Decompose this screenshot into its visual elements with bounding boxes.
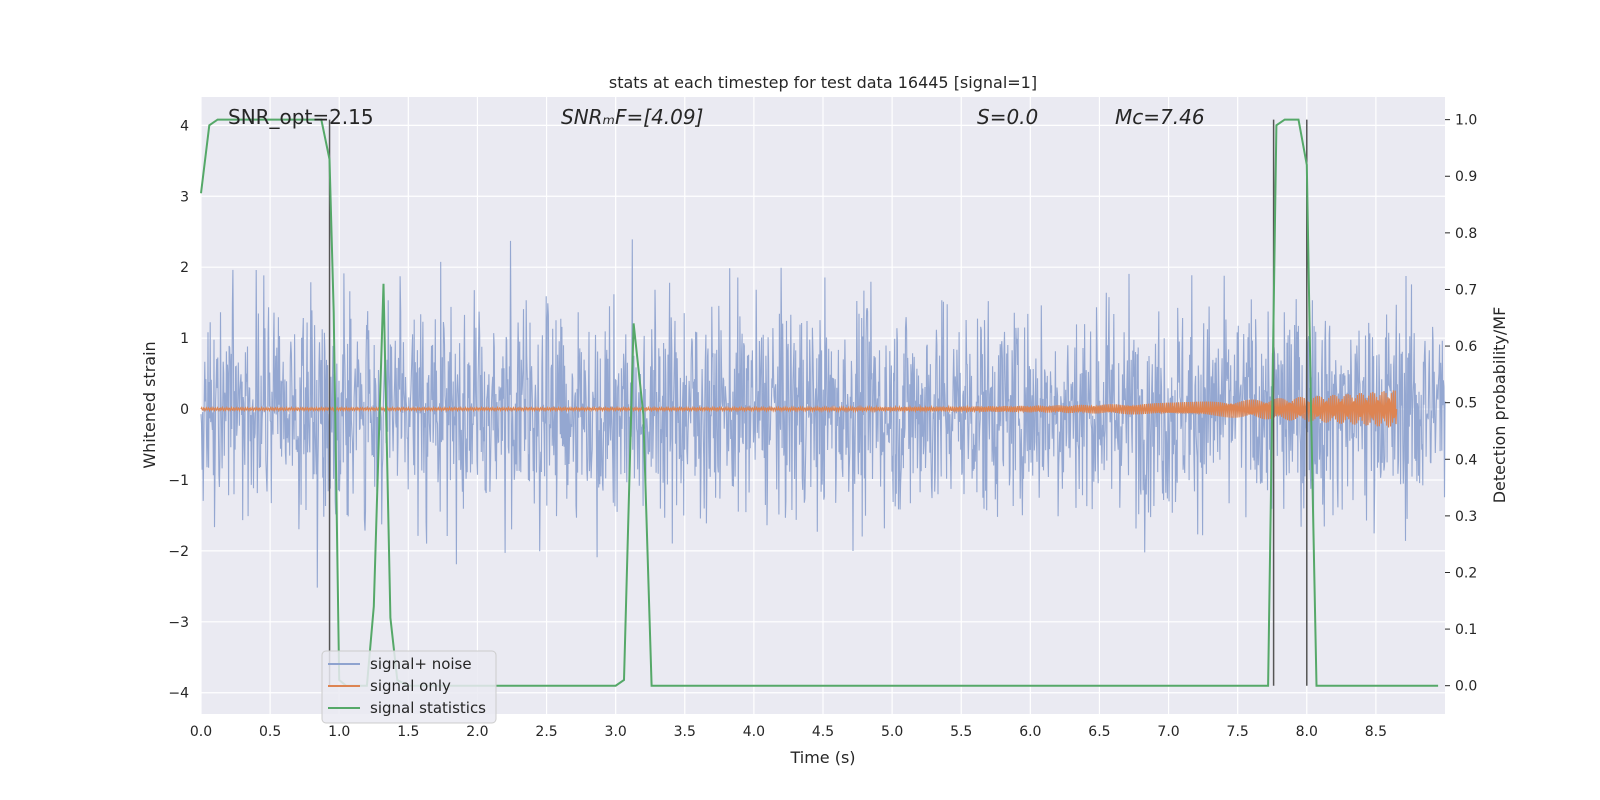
x-tick-label: 8.5: [1365, 724, 1387, 740]
noise-series: [200, 239, 1446, 588]
y-right-tick-label: 0.5: [1455, 396, 1477, 412]
y-right-tick-label: 0.6: [1455, 339, 1477, 355]
y-right-tick-label: 0.2: [1455, 565, 1477, 581]
y-right-tick-label: 0.7: [1455, 282, 1477, 298]
x-tick-label: 7.5: [1227, 724, 1249, 740]
y-tick-label: 1: [180, 331, 189, 347]
y-tick-label: −4: [168, 686, 189, 702]
x-tick-label: 7.0: [1157, 724, 1179, 740]
legend-label-noise: signal+ noise: [370, 655, 472, 673]
x-tick-label: 6.5: [1088, 724, 1110, 740]
x-tick-label: 0.0: [190, 724, 212, 740]
x-tick-label: 3.0: [605, 724, 627, 740]
y-tick-label: −3: [168, 615, 189, 631]
signal-series: [200, 390, 1398, 428]
chart-title: stats at each timestep for test data 164…: [609, 73, 1037, 92]
y-right-tick-label: 0.0: [1455, 679, 1477, 695]
y-right-axis-label: Detection probability/MF: [1490, 307, 1509, 504]
y-right-tick-label: 0.9: [1455, 169, 1477, 185]
annotation-s: S=0.0: [977, 105, 1038, 129]
x-tick-label: 5.5: [950, 724, 972, 740]
stats-series: [200, 118, 1439, 687]
annotation-snr-opt: SNR_opt=2.15: [228, 105, 374, 129]
annotation-mc: Mc=7.46: [1115, 105, 1205, 129]
noise-line: [200, 239, 1446, 588]
legend-box: [321, 650, 497, 724]
y-right-tick-label: 0.8: [1455, 226, 1477, 242]
legend-label-signal: signal only: [370, 677, 451, 695]
x-tick-label: 2.5: [535, 724, 557, 740]
y-tick-label: 0: [180, 402, 189, 418]
signal-line: [200, 390, 1398, 428]
stats-line: [200, 118, 1439, 687]
x-tick-label: 4.5: [812, 724, 834, 740]
x-ticks: 0.0 0.5 1.0 1.5 2.0 2.5 3.0 3.5 4.0 4.5 5.0 5.5 6.0 6…: [190, 724, 1387, 740]
x-tick-label: 0.5: [259, 724, 281, 740]
legend-label-stats: signal statistics: [370, 699, 486, 717]
y-tick-label: 4: [180, 118, 189, 134]
y-axis-label: Whitened strain: [140, 341, 159, 468]
y-right-tick-label: 1.0: [1455, 113, 1477, 129]
y-right-tick-label: 0.4: [1455, 452, 1477, 468]
y-tick-label: −1: [168, 473, 189, 489]
x-tick-label: 1.0: [328, 724, 350, 740]
x-tick-label: 6.0: [1019, 724, 1041, 740]
y-tick-label: −2: [168, 544, 189, 560]
y-tick-label: 2: [180, 260, 189, 276]
y-ticks: 4 3 2 1 0 −1 −2 −3 −4: [168, 118, 189, 701]
x-tick-label: 5.0: [881, 724, 903, 740]
x-tick-label: 3.5: [674, 724, 696, 740]
legend: signal+ noise signal only signal statist…: [321, 650, 497, 724]
x-tick-label: 1.5: [397, 724, 419, 740]
y-right-tick-label: 0.1: [1455, 622, 1477, 638]
annotation-snr-mf: SNRₘF=[4.09]: [561, 105, 703, 129]
x-tick-label: 8.0: [1296, 724, 1318, 740]
x-tick-label: 4.0: [743, 724, 765, 740]
x-tick-label: 2.0: [466, 724, 488, 740]
y-right-ticks: 1.0 0.9 0.8 0.7 0.6 0.5 0.4 0.3 0.2 0.1 0.0: [1445, 113, 1477, 695]
y-tick-label: 3: [180, 189, 189, 205]
y-right-tick-label: 0.3: [1455, 509, 1477, 525]
x-axis-label: Time (s): [789, 748, 855, 767]
